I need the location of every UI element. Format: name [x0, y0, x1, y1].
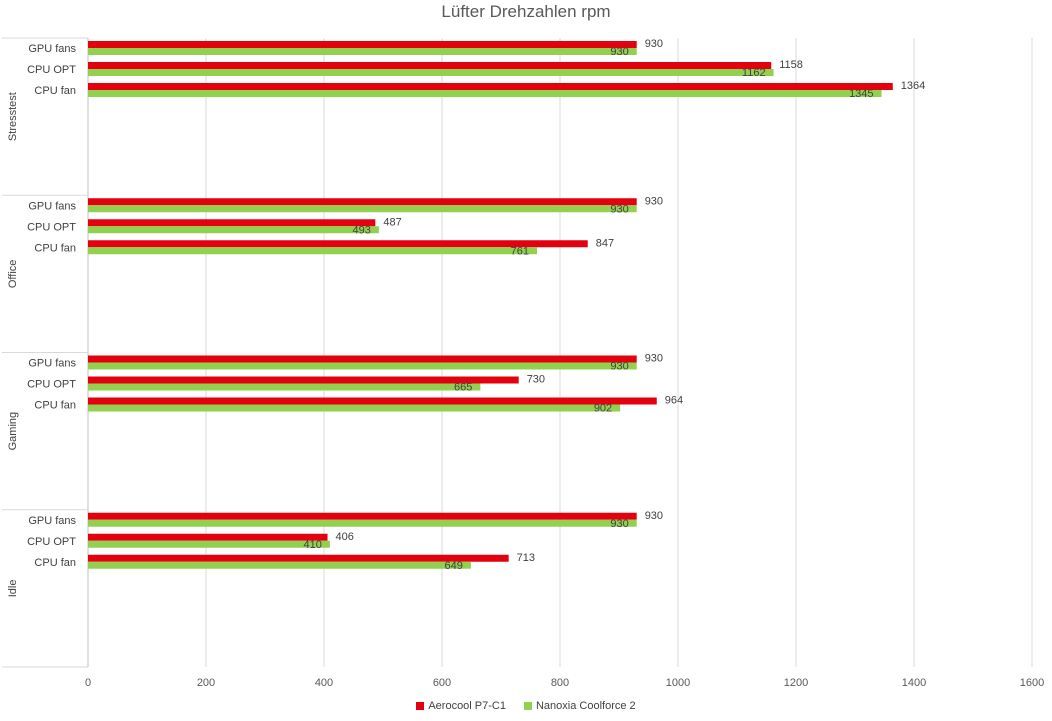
- group-label: Gaming: [7, 412, 19, 451]
- data-label: 406: [336, 531, 354, 543]
- data-label: 761: [511, 245, 529, 257]
- legend-item-series-1: Aerocool P7-C1: [416, 700, 506, 712]
- bar-aerocool: [88, 376, 519, 384]
- bar-aerocool: [88, 355, 637, 363]
- legend-swatch-series-2: [523, 702, 532, 710]
- category-label: CPU OPT: [27, 64, 76, 76]
- chart-legend: Aerocool P7-C1 Nanoxia Coolforce 2: [0, 700, 1052, 712]
- data-label: 930: [610, 361, 628, 373]
- bar-nanoxia: [88, 48, 637, 55]
- x-tick-label: 400: [315, 677, 333, 689]
- bar-aerocool: [88, 554, 509, 562]
- category-label: CPU fan: [34, 85, 76, 97]
- category-label: CPU fan: [34, 242, 76, 254]
- bar-nanoxia: [88, 540, 330, 548]
- bar-nanoxia: [88, 226, 379, 234]
- data-label: 964: [665, 395, 683, 407]
- legend-item-series-2: Nanoxia Coolforce 2: [523, 700, 636, 712]
- bar-aerocool: [88, 41, 637, 48]
- data-label: 930: [645, 195, 663, 207]
- data-label: 649: [445, 560, 463, 572]
- data-label: 1158: [779, 59, 803, 71]
- x-tick-label: 200: [197, 677, 215, 689]
- data-label: 730: [527, 374, 545, 386]
- bar-nanoxia: [88, 69, 774, 76]
- bar-nanoxia: [88, 362, 637, 370]
- bar-nanoxia: [88, 404, 621, 412]
- legend-swatch-series-1: [416, 702, 425, 710]
- data-label: 902: [594, 403, 612, 415]
- category-label: GPU fans: [28, 515, 76, 527]
- category-label: CPU OPT: [27, 536, 76, 548]
- x-tick-label: 1400: [902, 677, 926, 689]
- bar-aerocool: [88, 62, 772, 69]
- bar-nanoxia: [88, 247, 537, 255]
- category-label: CPU fan: [34, 557, 76, 569]
- bar-aerocool: [88, 512, 637, 520]
- bar-nanoxia: [88, 561, 471, 569]
- data-label: 1345: [849, 88, 873, 100]
- x-tick-label: 600: [433, 677, 451, 689]
- data-label: 665: [454, 382, 472, 394]
- bar-nanoxia: [88, 90, 882, 97]
- data-label: 930: [645, 510, 663, 522]
- bar-aerocool: [88, 397, 657, 405]
- bar-nanoxia: [88, 383, 481, 391]
- data-label: 1364: [901, 80, 925, 92]
- data-label: 410: [304, 539, 322, 551]
- bar-aerocool: [88, 240, 588, 248]
- category-label: CPU fan: [34, 400, 76, 412]
- group-label: Stresstest: [7, 92, 19, 141]
- bar-nanoxia: [88, 519, 637, 527]
- category-label: GPU fans: [28, 43, 76, 55]
- bar-aerocool: [88, 198, 637, 206]
- legend-label-series-2: Nanoxia Coolforce 2: [535, 700, 636, 712]
- data-label: 713: [517, 552, 535, 564]
- chart-title: Lüfter Drehzahlen rpm: [441, 2, 611, 21]
- bar-aerocool: [88, 83, 893, 90]
- bar-aerocool: [88, 533, 328, 541]
- x-tick-label: 0: [85, 677, 91, 689]
- data-label: 847: [596, 237, 614, 249]
- group-label: Idle: [7, 580, 19, 598]
- data-label: 930: [645, 353, 663, 365]
- data-label: 1162: [742, 67, 766, 79]
- x-tick-label: 800: [551, 677, 569, 689]
- data-label: 493: [353, 224, 371, 236]
- x-tick-label: 1000: [666, 677, 690, 689]
- bar-aerocool: [88, 219, 376, 227]
- category-label: GPU fans: [28, 358, 76, 370]
- data-label: 487: [383, 216, 401, 228]
- group-label: Office: [7, 260, 19, 289]
- category-label: GPU fans: [28, 200, 76, 212]
- x-tick-label: 1200: [784, 677, 808, 689]
- x-tick-label: 1600: [1020, 677, 1044, 689]
- data-label: 930: [610, 203, 628, 215]
- legend-label-series-1: Aerocool P7-C1: [428, 700, 506, 712]
- data-label: 930: [610, 46, 628, 58]
- data-label: 930: [645, 38, 663, 50]
- category-label: CPU OPT: [27, 379, 76, 391]
- category-label: CPU OPT: [27, 221, 76, 233]
- data-label: 930: [610, 518, 628, 530]
- bar-nanoxia: [88, 205, 637, 213]
